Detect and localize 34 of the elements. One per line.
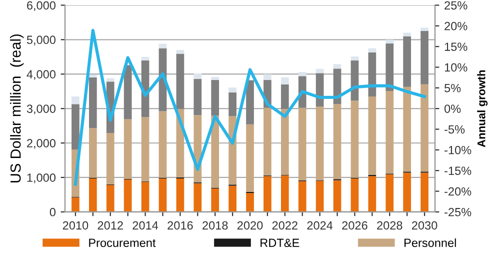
x-tick-label: 2016	[168, 221, 193, 230]
y-tick-label: 4,000	[26, 70, 56, 80]
y2-tick-label: -20%	[444, 187, 472, 196]
y2-tick-label: 20%	[444, 22, 468, 30]
x-tick-label: 2028	[377, 221, 402, 230]
x-tick-label: 2024	[307, 221, 333, 230]
x-tick-label: 2012	[98, 221, 123, 230]
x-tick-label: 2018	[202, 221, 228, 230]
y2-tick-label: 10%	[444, 63, 468, 72]
legend-label: Personnel	[404, 238, 456, 248]
legend-label: RDT&E	[260, 238, 300, 248]
x-tick-label: 2030	[412, 221, 438, 230]
x-tick-label: 2022	[272, 221, 298, 230]
y2-tick-label: 25%	[444, 1, 468, 10]
y2-tick-label: -15%	[444, 166, 472, 175]
y2-tick-label: 0%	[444, 104, 461, 113]
y2-tick-label: -10%	[444, 146, 472, 154]
y2-tick-label: -25%	[444, 208, 472, 216]
y-tick-label: 2,000	[27, 139, 56, 149]
y-tick-label: 0	[50, 208, 56, 216]
y-tick-label: 3,000	[26, 104, 56, 114]
x-tick-label: 2020	[237, 221, 263, 230]
y-axis-title: US Dollar million (real)	[10, 34, 24, 182]
x-tick-label: 2010	[62, 221, 88, 230]
y-tick-label: 1,000	[27, 173, 56, 184]
y-tick-label: 6,000	[27, 1, 56, 11]
y-tick-label: 5,000	[26, 36, 56, 46]
y2-axis-title: Annual growth	[477, 70, 488, 148]
y2-tick-label: -5%	[444, 125, 465, 134]
y2-tick-label: 5%	[444, 84, 461, 92]
legend-label: Procurement	[89, 238, 156, 248]
x-tick-label: 2014	[132, 221, 158, 230]
x-tick-label: 2026	[342, 221, 368, 230]
y2-tick-label: 15%	[444, 42, 468, 51]
